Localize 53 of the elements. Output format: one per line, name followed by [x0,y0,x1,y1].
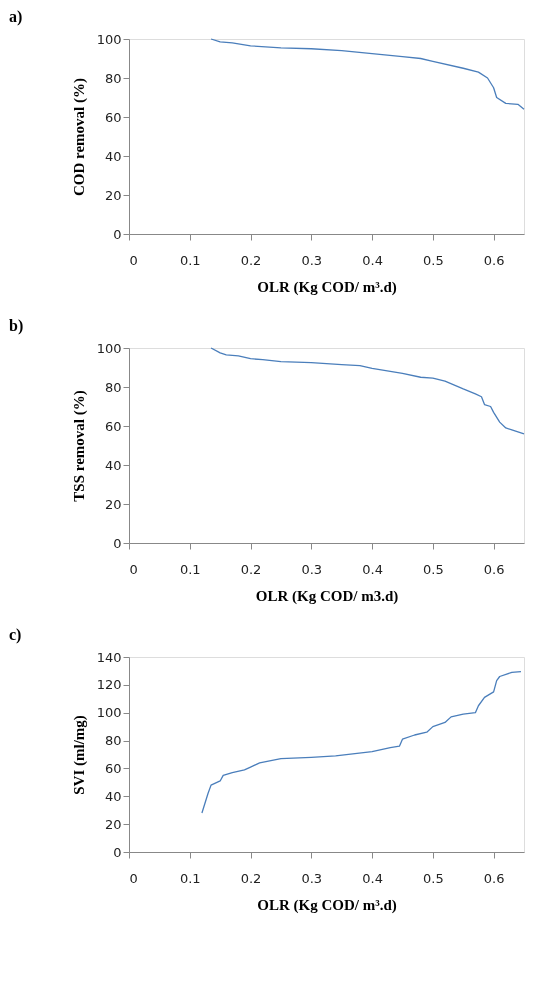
x-tick-label: 0.4 [362,561,383,577]
x-tick-label: 0.2 [240,252,262,268]
y-tick-label: 100 [96,31,122,47]
x-tick-label: 0.4 [362,252,383,268]
y-tick-label: 120 [96,677,122,693]
y-tick-label: 40 [104,148,122,164]
x-tick-label: 0.5 [423,252,444,268]
y-tick-label: 80 [104,733,122,749]
x-tick-label: 0.3 [301,252,323,268]
y-tick-label: 0 [113,535,122,551]
y-axis-title: SVI (ml/mg) [70,715,88,795]
x-tick-label: 0.3 [301,870,323,886]
x-tick-label: 0 [129,561,138,577]
y-axis-title: COD removal (%) [70,77,88,197]
x-tick-label: 0.1 [179,252,201,268]
y-tick-label: 100 [96,340,122,356]
chart-title: c) [9,626,22,644]
x-tick-label: 0.2 [240,561,262,577]
x-tick-label: 0.6 [483,870,505,886]
x-tick-label: 0.4 [362,870,383,886]
x-tick-label: 0.3 [301,561,323,577]
x-tick-label: 0 [129,870,138,886]
line-series [210,347,525,435]
x-tick-label: 0.6 [483,252,505,268]
y-tick-label: 140 [96,649,122,665]
y-tick-label: 60 [104,109,122,125]
chart-title: a) [9,8,23,26]
x-tick-label: 0.1 [179,870,201,886]
y-tick-label: 20 [104,496,122,512]
y-tick-label: 20 [104,187,122,203]
chart-title: b) [9,317,24,335]
line-series [201,670,522,814]
x-axis-title: OLR (Kg COD/ m³.d) [257,278,397,296]
line-series [210,38,525,110]
x-tick-label: 0.2 [240,870,262,886]
x-tick-label: 0.5 [423,561,444,577]
x-tick-label: 0.6 [483,561,505,577]
x-axis-title: OLR (Kg COD/ m³.d) [257,896,397,914]
y-tick-label: 20 [104,816,122,832]
y-tick-label: 0 [113,226,122,242]
y-tick-label: 100 [96,705,122,721]
x-tick-label: 0.5 [423,870,444,886]
y-tick-label: 0 [113,844,122,860]
y-tick-label: 80 [104,379,122,395]
y-tick-label: 60 [104,760,122,776]
x-axis-title: OLR (Kg COD/ m3.d) [255,587,399,605]
x-tick-label: 0 [129,252,138,268]
x-tick-label: 0.1 [179,561,201,577]
y-tick-label: 80 [104,70,122,86]
y-tick-label: 60 [104,418,122,434]
y-tick-label: 40 [104,788,122,804]
y-tick-label: 40 [104,457,122,473]
y-axis-title: TSS removal (%) [70,390,88,502]
